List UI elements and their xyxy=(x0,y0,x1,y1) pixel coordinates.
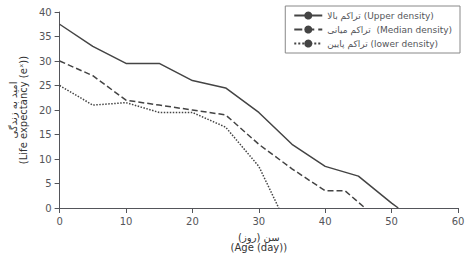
svg-text:40: 40 xyxy=(39,7,52,18)
svg-text:15: 15 xyxy=(39,129,52,140)
svg-text:0: 0 xyxy=(45,203,51,214)
svg-text:20: 20 xyxy=(39,105,52,116)
svg-text:35: 35 xyxy=(39,31,52,42)
svg-text:تراکم میانی (Median density): تراکم میانی (Median density) xyxy=(327,25,452,36)
svg-text:تراکم بالا (Upper density): تراکم بالا (Upper density) xyxy=(327,11,434,22)
svg-text:10: 10 xyxy=(120,216,133,227)
svg-text:سن (روز): سن (روز) xyxy=(238,231,280,243)
svg-text:(Life expectancy (eˣ)): (Life expectancy (eˣ)) xyxy=(18,56,29,164)
svg-text:25: 25 xyxy=(39,80,52,91)
svg-text:امید به زندگی: امید به زندگی xyxy=(7,81,19,139)
svg-text:30: 30 xyxy=(252,216,265,227)
svg-text:(Age (day)): (Age (day)) xyxy=(231,242,288,253)
svg-text:0: 0 xyxy=(56,216,62,227)
svg-text:10: 10 xyxy=(39,154,52,165)
svg-text:30: 30 xyxy=(39,56,52,67)
svg-text:تراکم پایین (lower density): تراکم پایین (lower density) xyxy=(327,39,438,50)
svg-text:20: 20 xyxy=(186,216,199,227)
svg-text:40: 40 xyxy=(319,216,332,227)
svg-text:60: 60 xyxy=(452,216,465,227)
svg-text:5: 5 xyxy=(45,178,51,189)
svg-text:50: 50 xyxy=(385,216,398,227)
